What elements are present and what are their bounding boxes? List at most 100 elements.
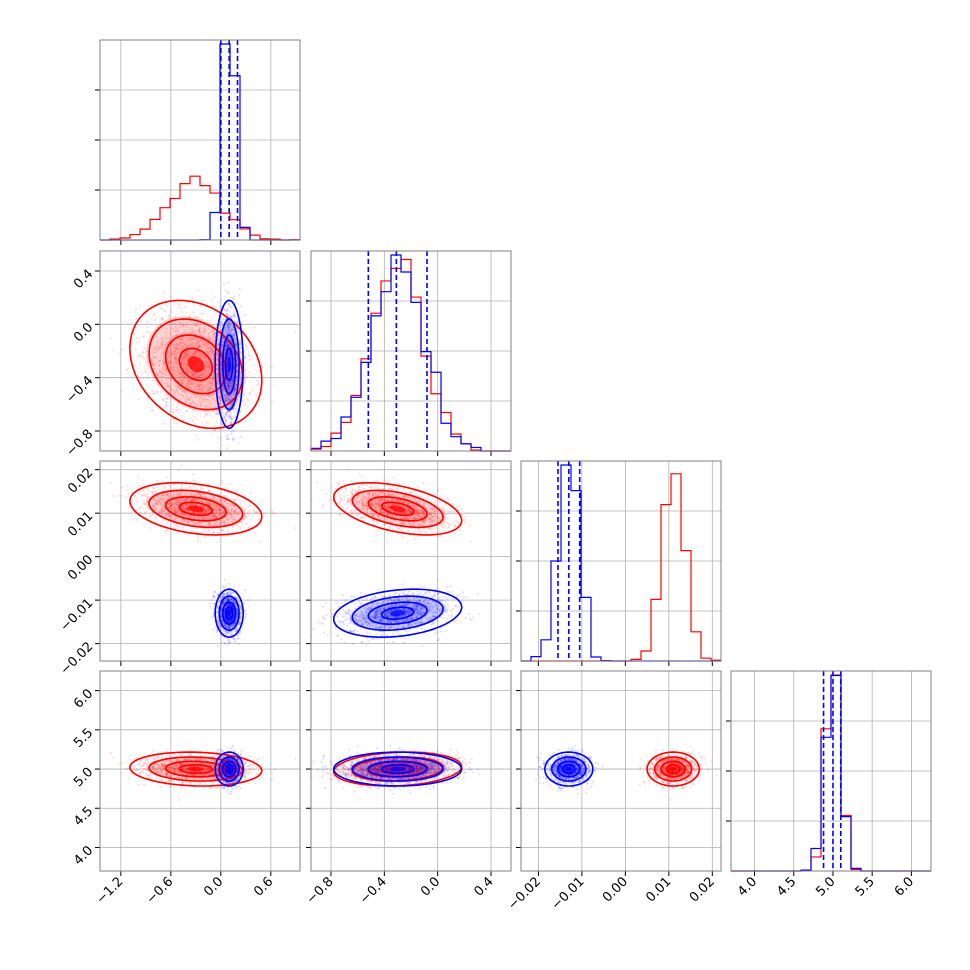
scatter-point [150,361,154,365]
scatter-point [184,351,187,354]
scatter-point [230,632,234,635]
scatter-point [227,395,231,398]
scatter-point [227,382,230,385]
scatter-point [230,332,233,336]
scatter-point [178,388,182,391]
scatter-point [203,365,206,368]
scatter-point [212,612,215,615]
scatter-point [229,324,232,327]
scatter-point [159,375,162,378]
scatter-point [231,381,234,384]
scatter-point [232,333,235,336]
scatter-point [224,417,227,421]
scatter-point [226,326,229,329]
scatter-point [196,316,200,319]
scatter-point [109,337,113,340]
scatter-point [191,485,194,488]
scatter-point [221,336,224,339]
scatter-point [230,634,233,637]
scatter-point [149,331,152,334]
contour-line [164,334,227,395]
scatter-point [175,334,178,337]
scatter-point [200,383,203,386]
scatter-point [155,344,158,347]
scatter-point [208,352,211,355]
scatter-point [205,401,208,404]
scatter-point [228,599,231,602]
scatter-point [198,396,201,399]
scatter-point [217,382,220,385]
scatter-point [161,340,164,343]
scatter-point [203,368,206,371]
scatter-point [178,303,181,306]
scatter-point [226,309,229,312]
scatter-point [240,323,243,326]
scatter-point [214,413,217,416]
scatter-point [237,398,240,402]
scatter-point [206,341,209,344]
scatter-point [218,391,221,395]
scatter-point [169,485,172,488]
scatter-point [191,329,194,332]
scatter-point [211,298,214,302]
scatter-point [199,351,202,354]
scatter-point [203,366,207,369]
scatter-point [212,376,215,379]
scatter-point [222,283,226,286]
scatter-point [220,364,223,367]
scatter-point [223,368,226,371]
scatter-point [222,336,225,340]
scatter-point [227,397,230,400]
scatter-point [213,596,216,599]
scatter-point [225,344,228,347]
scatter-point [192,374,195,377]
scatter-point [227,390,230,393]
scatter-point [224,397,227,401]
scatter-point [137,484,140,487]
scatter-point [176,369,179,372]
scatter-point [213,590,216,594]
scatter-point [196,317,199,320]
scatter-point [135,337,138,340]
scatter-point [231,296,234,299]
scatter-point [141,354,144,358]
scatter-point [183,379,186,382]
scatter-point [205,373,208,376]
scatter-point [182,390,185,393]
scatter-point [167,365,170,368]
scatter-point [185,350,189,353]
scatter-point [232,297,235,300]
scatter-point [175,358,178,361]
scatter-point [234,403,237,406]
scatter-point [235,604,238,607]
scatter-point [197,289,200,292]
scatter-point [195,385,198,389]
scatter-point [172,303,175,306]
scatter-point [181,324,184,327]
scatter-point [194,316,197,319]
scatter-point [153,367,156,371]
scatter-point [223,641,227,644]
scatter-point [225,326,228,329]
scatter-point [224,329,227,332]
scatter-point [227,351,230,354]
scatter-point [228,388,231,391]
scatter-point [207,390,210,393]
scatter-point [163,372,166,375]
scatter-point [236,637,239,640]
scatter-point [238,395,241,398]
scatter-point [198,384,201,387]
scatter-point [157,372,160,376]
scatter-point [169,360,173,363]
scatter-point [194,372,197,375]
scatter-point [154,347,157,350]
scatter-point [216,359,219,362]
scatter-point [199,339,202,342]
scatter-point [171,352,174,355]
scatter-point [229,386,232,389]
scatter-point [208,377,211,380]
scatter-point [175,347,178,350]
scatter-point [236,369,239,372]
scatter-point [221,388,224,391]
scatter-point [180,415,183,418]
